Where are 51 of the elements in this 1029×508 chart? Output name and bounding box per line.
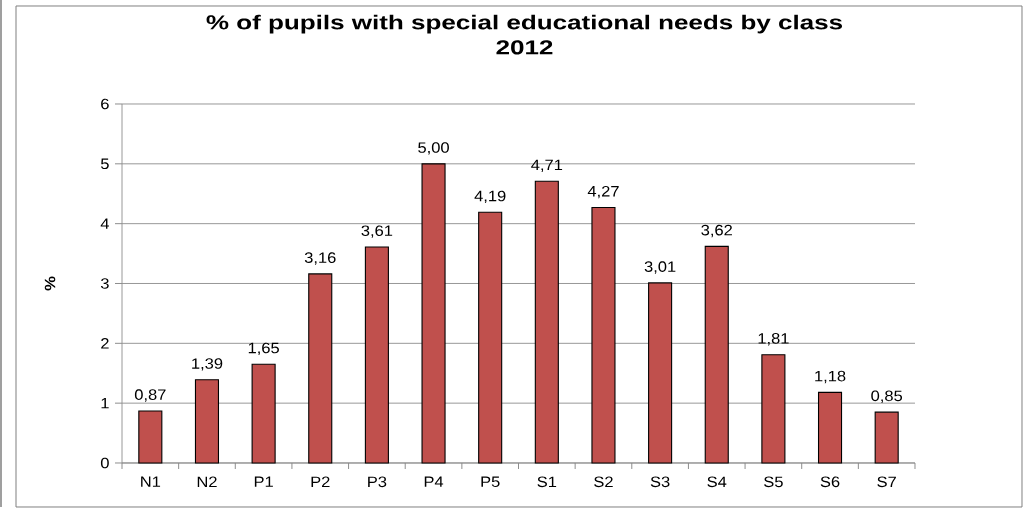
x-tick-label: S6 <box>820 476 840 488</box>
x-tick-label: S7 <box>877 476 896 488</box>
chart-title: % of pupils with special educational needs by class 2012 <box>206 14 843 55</box>
bar <box>761 354 786 464</box>
bar <box>251 363 276 464</box>
x-tick-label: S2 <box>594 476 613 488</box>
y-tick-label: 1 <box>101 397 109 409</box>
bar <box>138 410 163 464</box>
data-label: 5,00 <box>418 142 449 155</box>
data-label: 3,62 <box>701 224 732 238</box>
bar <box>478 211 503 464</box>
bar <box>648 282 673 464</box>
x-tick-label: P5 <box>481 476 500 487</box>
y-tick-label: 4 <box>100 218 109 229</box>
bar <box>591 206 616 464</box>
x-tick-label: S1 <box>537 476 557 488</box>
bar <box>364 246 389 464</box>
x-tick-label: N1 <box>141 476 161 487</box>
data-label: 0,85 <box>871 390 903 403</box>
bar <box>308 273 333 464</box>
bar <box>194 379 220 464</box>
bar <box>817 391 843 464</box>
data-label: 0,87 <box>134 389 166 402</box>
x-tick-label: S5 <box>764 476 783 488</box>
data-label: 4,27 <box>587 185 619 199</box>
y-tick-label: 6 <box>101 98 109 110</box>
x-tick-label: P3 <box>368 476 387 488</box>
y-tick-label: 3 <box>100 278 109 289</box>
x-tick-label: P4 <box>424 476 444 487</box>
x-tick-label: N2 <box>197 476 217 487</box>
data-label: 3,16 <box>304 252 336 265</box>
data-label: 1,39 <box>192 358 223 371</box>
x-tick-label: P1 <box>254 476 273 487</box>
bar <box>874 411 899 464</box>
x-tick-label: S3 <box>650 476 670 488</box>
y-tick-label: 0 <box>100 457 109 469</box>
y-axis-title: % <box>44 276 56 291</box>
data-label: 1,18 <box>815 370 846 384</box>
data-label: 4,19 <box>474 190 506 204</box>
data-label: 3,61 <box>361 225 393 238</box>
x-tick-label: S4 <box>707 476 727 488</box>
data-label: 1,81 <box>758 333 789 346</box>
data-label: 4,71 <box>531 159 563 172</box>
bar <box>534 180 559 464</box>
bar <box>704 245 729 464</box>
bar <box>421 163 446 464</box>
data-label: 1,65 <box>248 342 279 356</box>
y-tick-label: 5 <box>100 158 109 170</box>
x-tick-label: P2 <box>311 476 330 487</box>
y-tick-label: 2 <box>101 338 109 349</box>
data-label: 3,01 <box>644 261 676 274</box>
